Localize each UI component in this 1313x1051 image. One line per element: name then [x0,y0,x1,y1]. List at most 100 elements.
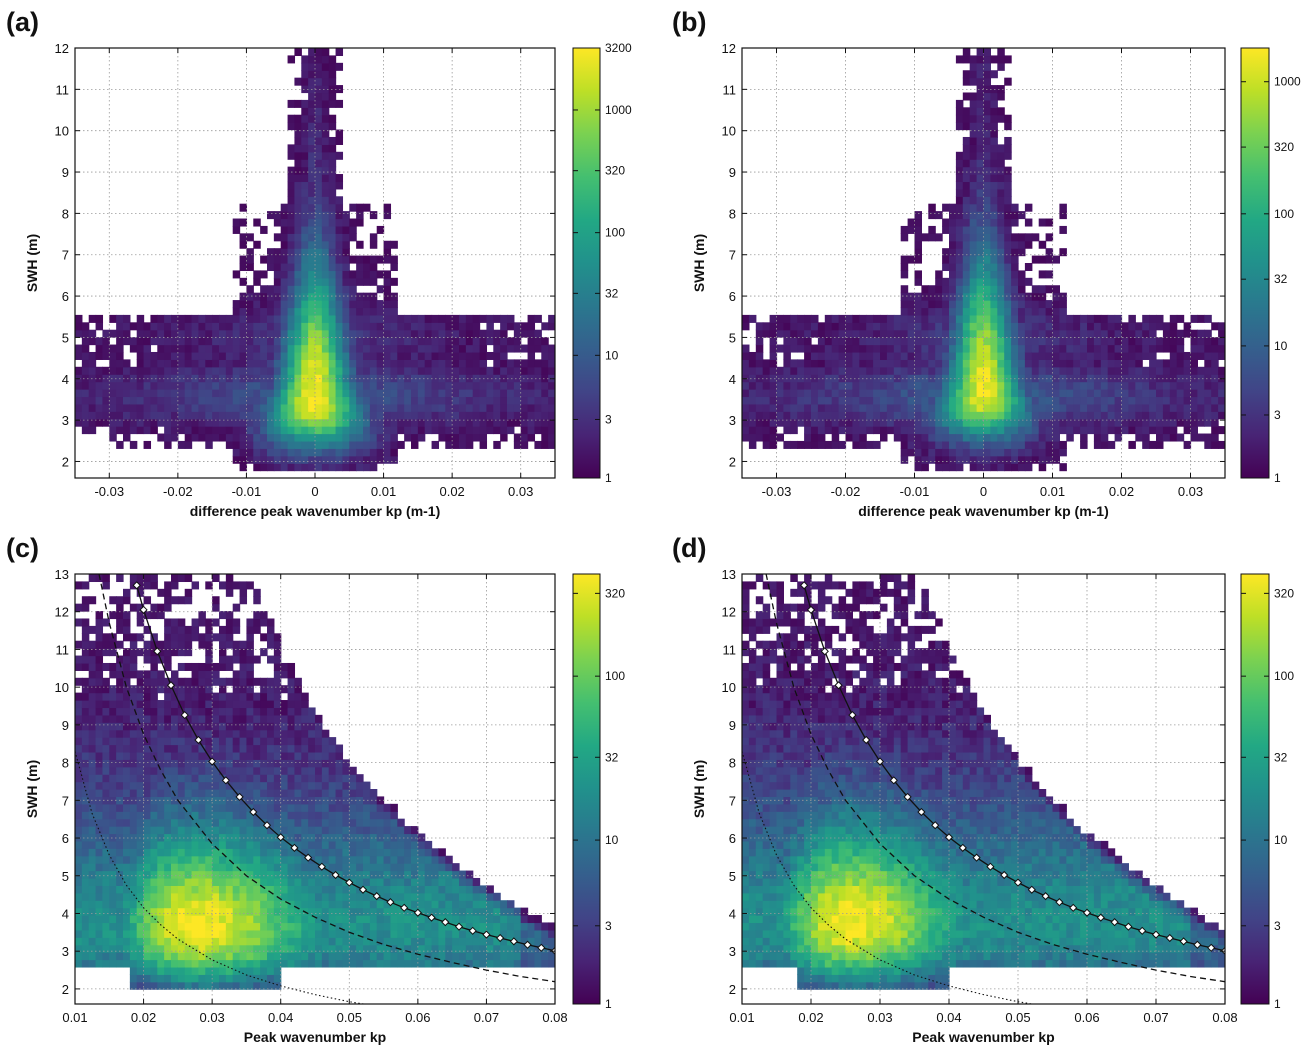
heatmap-cell [942,255,950,264]
heatmap-cell [431,366,440,375]
heatmap-cell [81,403,90,412]
heatmap-cell [1024,455,1033,464]
heatmap-cell [534,344,542,353]
heatmap-cell [184,900,193,909]
heatmap-cell [143,848,152,857]
heatmap-cell [976,159,985,168]
heatmap-cell [1135,344,1143,353]
heatmap-cell [136,944,145,953]
heatmap-cell [990,240,998,249]
heatmap-cell [294,396,302,405]
y-tick-label: 6 [729,289,736,304]
heatmap-cell [886,314,895,323]
heatmap-cell [315,107,323,116]
heatmap-cell [1045,248,1054,257]
heatmap-cell [150,944,158,953]
heatmap-cell [907,426,916,435]
heatmap-cell [1176,396,1185,405]
heatmap-cell [321,181,330,190]
heatmap-cell [928,403,936,412]
heatmap-cell [1162,337,1171,346]
heatmap-cell [102,389,110,398]
heatmap-cell [219,662,227,671]
heatmap-cell [1128,344,1136,353]
heatmap-cell [1018,211,1026,220]
heatmap-cell [328,122,337,131]
heatmap-cell [157,389,165,398]
heatmap-cell [1107,381,1116,390]
heatmap-cell [157,974,165,983]
heatmap-cell [479,337,488,346]
heatmap-cell [1107,426,1116,435]
heatmap-cell [962,55,971,64]
heatmap-cell [935,351,943,360]
heatmap-cell [907,344,916,353]
heatmap-cell [459,411,467,420]
heatmap-cell [116,329,124,338]
heatmap-cell [1011,366,1019,375]
heatmap-cell [225,759,234,768]
heatmap-cell [1135,329,1143,338]
heatmap-cell [397,351,405,360]
heatmap-cell [935,359,943,368]
heatmap-cell [1059,225,1067,234]
heatmap-cell [260,826,268,835]
heatmap-cell [102,929,110,938]
heatmap-cell [1100,337,1109,346]
heatmap-cell [424,411,433,420]
heatmap-cell [949,359,957,368]
heatmap-cell [253,351,261,360]
heatmap-cell [1066,418,1074,427]
heatmap-cell [164,322,172,331]
heatmap-cell [1142,351,1150,360]
heatmap-cell [157,648,165,657]
heatmap-cell [294,337,302,346]
heatmap-cell [1024,240,1033,249]
heatmap-cell [184,329,193,338]
heatmap-cell [171,944,179,953]
colorbar-tick-label: 32 [1274,272,1288,286]
heatmap-cell [198,781,206,790]
heatmap-cell [294,129,302,138]
heatmap-cell [321,211,330,220]
heatmap-cell [1149,381,1157,390]
heatmap-cell [171,359,179,368]
heatmap-cell [328,381,337,390]
heatmap-cell [452,403,460,412]
heatmap-cell [191,781,200,790]
heatmap-cell [1004,440,1012,449]
heatmap-cell [205,944,213,953]
heatmap-cell [88,314,97,323]
heatmap-cell [983,337,991,346]
heatmap-cell [955,211,964,220]
heatmap-cell [123,915,131,924]
heatmap-cell [949,374,957,383]
heatmap-cell [273,300,282,309]
heatmap-cell [1100,411,1109,420]
heatmap-cell [866,359,874,368]
heatmap-cell [116,396,124,405]
heatmap-cell [983,381,991,390]
heatmap-cell [1100,381,1109,390]
heatmap-cell [232,426,241,435]
heatmap-cell [246,915,254,924]
heatmap-cell [205,907,213,916]
heatmap-cell [81,803,90,812]
heatmap-cell [212,915,220,924]
heatmap-cell [177,885,186,894]
heatmap-cell [955,263,964,272]
heatmap-cell [976,277,985,286]
heatmap-cell [315,218,323,227]
heatmap-cell [191,329,200,338]
heatmap-cell [1135,322,1143,331]
heatmap-cell [755,396,764,405]
heatmap-cell [962,307,971,316]
heatmap-cell [239,396,248,405]
heatmap-cell [75,737,83,746]
heatmap-cell [212,766,220,775]
heatmap-cell [109,662,117,671]
heatmap-cell [507,344,515,353]
heatmap-cell [95,915,104,924]
heatmap-cell [383,285,392,294]
heatmap-cell [949,344,957,353]
